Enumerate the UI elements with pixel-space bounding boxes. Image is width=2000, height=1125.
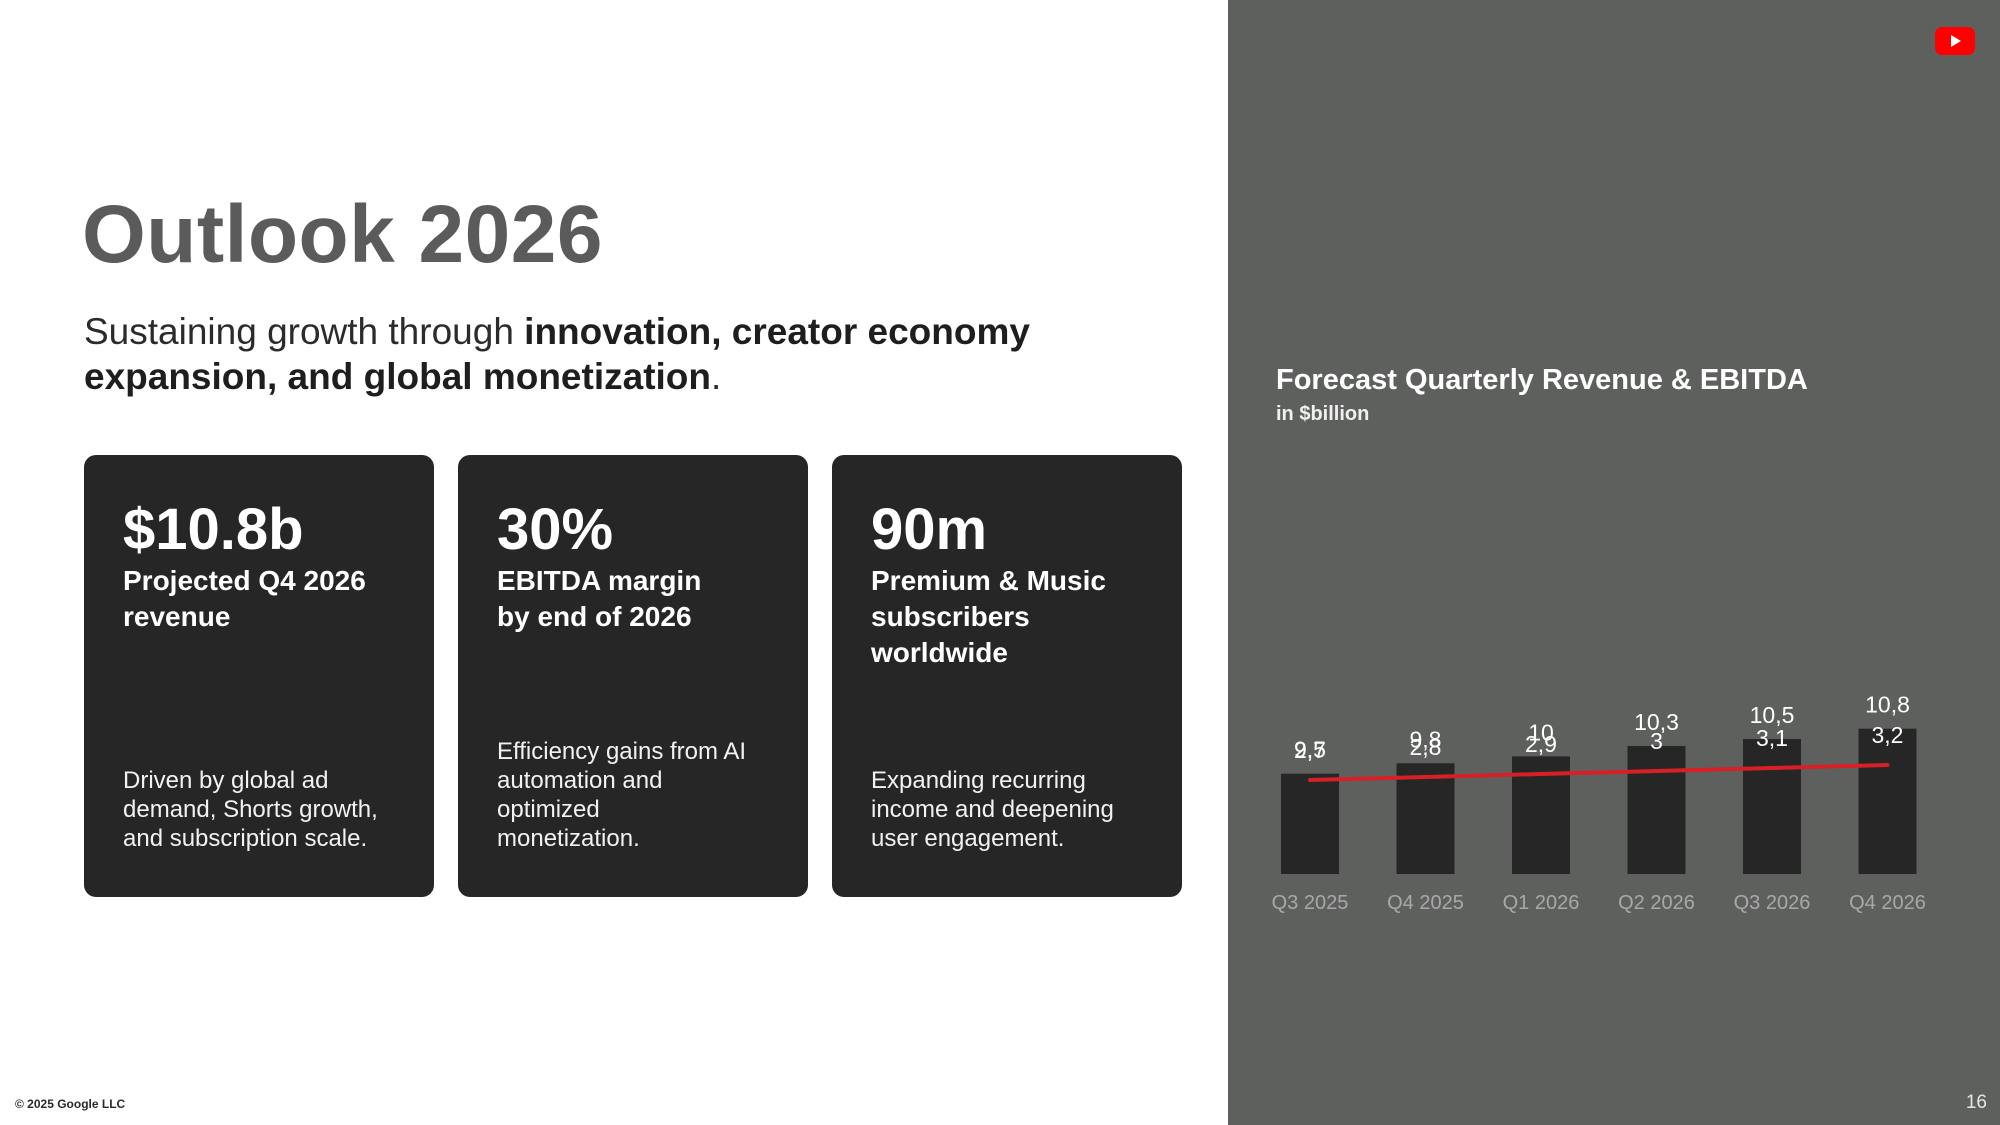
page-title: Outlook 2026 [82,189,603,280]
page-number: 16 [1965,1092,1987,1113]
kpi-value: $10.8b [123,497,304,562]
chart-bar [1396,763,1455,874]
subtitle-end: . [711,356,722,397]
youtube-play-icon [1935,27,1975,55]
x-tick-label: Q1 2026 [1503,892,1580,914]
kpi-label: Premium & Music subscribers worldwide [871,565,1106,668]
bar-value-label: 10 [1528,719,1554,745]
x-tick-label: Q3 2026 [1734,892,1811,914]
line-value-label: 2,8 [1410,734,1442,760]
kpi-value: 30% [497,497,614,562]
kpi-label: EBITDA margin by end of 2026 [497,565,702,632]
kpi-description: Expanding recurring income and deepening… [871,767,1114,852]
chart-bar [1627,745,1686,874]
bar-value-label: 9,8 [1410,726,1442,752]
chart-subtitle: in $billion [1276,403,1370,425]
kpi-card-revenue: $10.8b Projected Q4 2026 revenue Driven … [84,455,434,897]
subtitle-text: Sustaining growth through [84,311,525,352]
content-panel: Outlook 2026 Sustaining growth through i… [15,189,1182,1111]
bar-value-label: 10,8 [1865,692,1910,718]
line-value-label: 2,9 [1525,731,1557,757]
bar-value-label: 10,5 [1750,702,1795,728]
chart-title: Forecast Quarterly Revenue & EBITDA [1276,364,1808,396]
line-value-label: 3,2 [1872,722,1904,748]
chart-bar [1858,728,1917,874]
copyright-notice: © 2025 Google LLC [15,1097,126,1111]
line-value-label: 2,7 [1294,737,1326,763]
chart-bar [1743,739,1801,874]
x-tick-label: Q4 2025 [1387,892,1464,914]
kpi-card-margin: 30% EBITDA margin by end of 2026 Efficie… [458,455,808,897]
x-tick-label: Q2 2026 [1618,892,1695,914]
x-tick-label: Q3 2025 [1272,892,1349,914]
ebitda-line [1308,763,1890,782]
chart-bar [1281,773,1339,874]
line-value-label: 3,1 [1756,725,1788,751]
kpi-description: Driven by global ad demand, Shorts growt… [123,767,378,852]
bar-value-label: 10,3 [1634,709,1679,735]
x-tick-label: Q4 2026 [1849,892,1926,914]
subtitle-emphasis: innovation, creator economy expansion, a… [84,311,1030,397]
kpi-description: Efficiency gains from AI automation and … [497,738,746,852]
line-value-label: 3 [1650,728,1663,754]
kpi-card-subscribers: 90m Premium & Music subscribers worldwid… [832,455,1182,897]
kpi-label: Projected Q4 2026 revenue [123,565,366,632]
kpi-value: 90m [871,497,988,562]
bar-value-label: 9,5 [1294,737,1326,763]
revenue-ebitda-chart: 9,5 Q3 2025 9,8 Q4 2025 10 Q1 2026 10,3 Q2 2026… [1272,692,1926,914]
chart-panel [1228,0,2000,1125]
page-subtitle: Sustaining growth through innovation, cr… [84,309,1084,399]
